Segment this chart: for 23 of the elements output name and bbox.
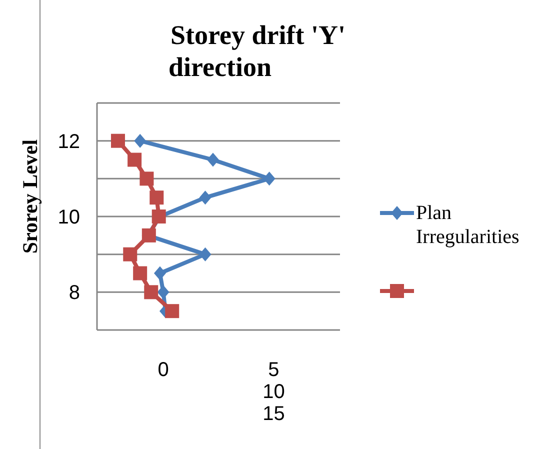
point [154, 266, 166, 280]
legend-label: Plan Irregularities [416, 202, 520, 248]
point [128, 152, 142, 167]
point [199, 190, 212, 205]
y-tick-label: 12 [58, 130, 80, 153]
point [140, 172, 154, 186]
point [134, 134, 146, 148]
y-tick-label: 8 [68, 282, 80, 304]
point [110, 134, 125, 148]
text: 10 [262, 381, 285, 403]
point [123, 247, 138, 262]
point [165, 304, 180, 318]
chart-title: Storey drift 'Y' direction [168, 20, 346, 82]
x-tick-label: 5 [268, 359, 280, 381]
point [144, 285, 158, 300]
point [206, 152, 219, 167]
point [133, 266, 148, 280]
y-tick-label: 10 [58, 206, 80, 228]
point [157, 285, 170, 300]
x-tick-label: 0 [158, 359, 169, 381]
y-axis-title: Srorey Level [18, 139, 42, 254]
point [150, 190, 164, 205]
text: 15 [262, 403, 285, 425]
